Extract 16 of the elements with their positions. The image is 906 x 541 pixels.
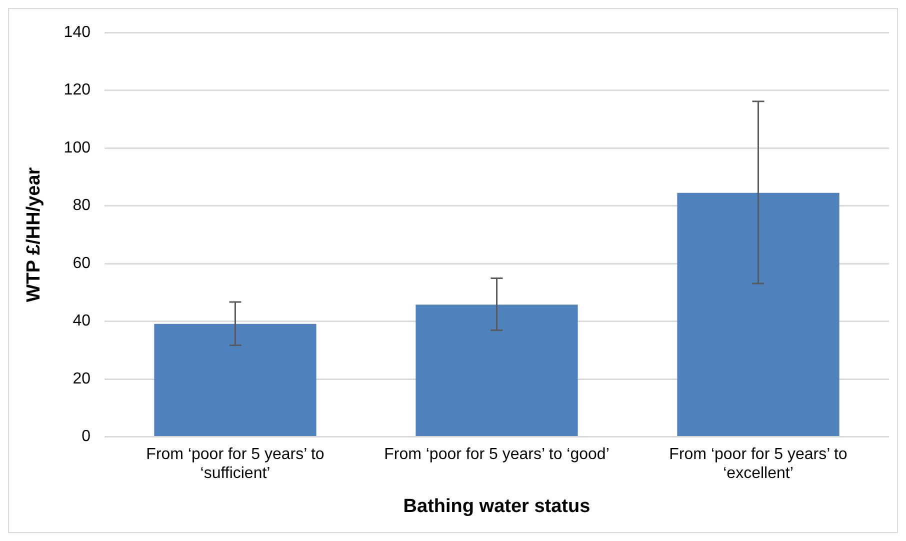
bar xyxy=(416,304,578,436)
y-tick-label: 80 xyxy=(72,197,91,214)
y-tick-label: 20 xyxy=(72,370,91,388)
y-tick-label: 140 xyxy=(64,24,91,42)
x-tick-label: From ‘poor for 5 years’ to ‘excellent’ xyxy=(669,446,848,482)
bar xyxy=(154,324,316,436)
y-tick-label: 0 xyxy=(82,428,91,446)
y-tick-label: 40 xyxy=(72,312,91,330)
bar xyxy=(677,192,840,436)
y-tick-label: 120 xyxy=(64,82,91,99)
x-axis-title: Bathing water status xyxy=(403,496,590,517)
x-tick-label: From ‘poor for 5 years’ to ‘good’ xyxy=(384,446,610,463)
x-tick-label: From ‘poor for 5 years’ to ‘sufficient’ xyxy=(146,446,324,482)
y-axis-title: WTP £/HH/year xyxy=(24,166,45,302)
y-tick-label: 100 xyxy=(64,139,91,156)
y-tick-label: 60 xyxy=(72,254,91,272)
